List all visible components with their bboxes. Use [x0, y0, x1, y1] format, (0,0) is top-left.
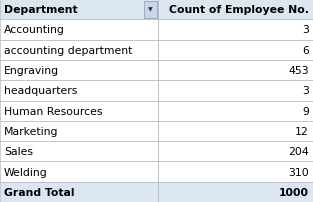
Bar [0, 162, 158, 182]
Bar [0, 101, 158, 121]
Bar [158, 182, 313, 202]
Bar [158, 162, 313, 182]
Text: Human Resources: Human Resources [4, 106, 102, 116]
Text: Count of Employee No.: Count of Employee No. [169, 5, 309, 15]
Bar [158, 121, 313, 141]
Bar [0, 20, 158, 40]
Text: headquarters: headquarters [4, 86, 77, 96]
Bar [0, 81, 158, 101]
Text: Department: Department [4, 5, 78, 15]
Bar [158, 20, 313, 40]
Text: Grand Total: Grand Total [4, 187, 74, 197]
Text: ▼: ▼ [148, 8, 153, 13]
Bar [0, 61, 158, 81]
Bar [158, 141, 313, 162]
Bar [158, 81, 313, 101]
Bar [158, 61, 313, 81]
Bar [158, 40, 313, 61]
Text: Welding: Welding [4, 167, 48, 177]
Text: 310: 310 [288, 167, 309, 177]
Text: Accounting: Accounting [4, 25, 65, 35]
Text: Sales: Sales [4, 146, 33, 157]
Text: 204: 204 [288, 146, 309, 157]
Text: Engraving: Engraving [4, 66, 59, 76]
Text: 3: 3 [302, 25, 309, 35]
Text: 12: 12 [295, 126, 309, 136]
Text: Marketing: Marketing [4, 126, 59, 136]
Text: 1000: 1000 [279, 187, 309, 197]
Bar [0, 182, 158, 202]
Bar [0, 121, 158, 141]
Bar [158, 0, 313, 20]
Bar [0, 141, 158, 162]
Text: 3: 3 [302, 86, 309, 96]
Text: accounting department: accounting department [4, 45, 132, 56]
Text: 453: 453 [288, 66, 309, 76]
Bar [0, 40, 158, 61]
Text: 9: 9 [302, 106, 309, 116]
Bar [158, 101, 313, 121]
Text: 6: 6 [302, 45, 309, 56]
Bar [144, 1, 157, 19]
Bar [0, 0, 158, 20]
